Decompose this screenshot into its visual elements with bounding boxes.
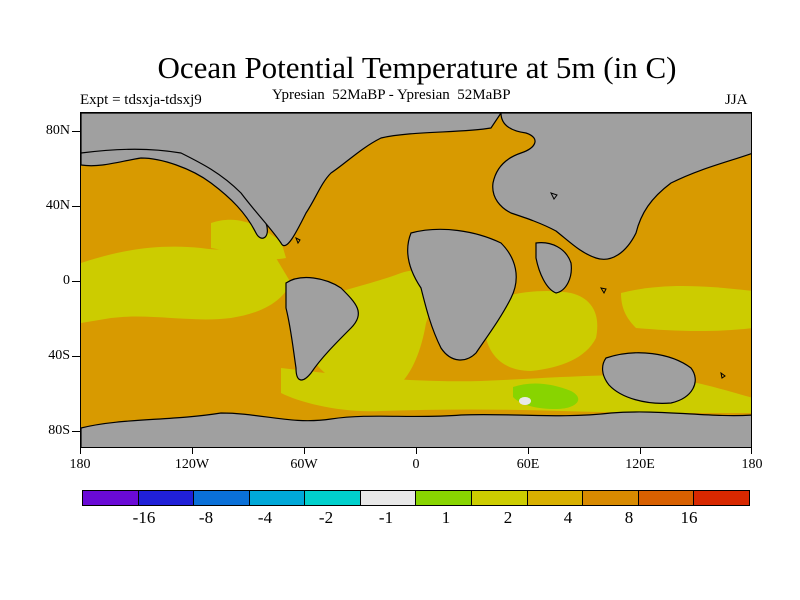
x-tick-label: 0: [412, 457, 420, 472]
colorbar-cell: [527, 491, 584, 505]
ocean-yellow-pacific-east: [211, 219, 286, 260]
colorbar-cell: [583, 491, 639, 505]
colorbar-label: -1: [378, 508, 394, 527]
x-tick-label: 60E: [516, 457, 540, 472]
colorbar-cell: [360, 491, 417, 505]
land-south-america: [285, 276, 359, 381]
x-tick-label: 120E: [625, 457, 655, 472]
x-tick-label: 180: [741, 457, 763, 472]
x-tickmark: [416, 448, 417, 454]
y-tickmark: [72, 431, 80, 432]
colorbar-label: 2: [503, 508, 513, 527]
x-tickmark: [80, 448, 81, 454]
colorbar-label: 4: [563, 508, 573, 527]
x-tickmark: [304, 448, 305, 454]
land-india: [535, 242, 572, 294]
land-eurasia: [492, 113, 751, 260]
colorbar-label: 1: [441, 508, 451, 527]
chart-title: Ocean Potential Temperature at 5m (in C): [157, 50, 677, 85]
colorbar-label: -16: [132, 508, 156, 527]
map-plot-area: [80, 112, 752, 448]
colorbar-cell: [638, 491, 695, 505]
y-tick-label: 0: [63, 273, 70, 288]
y-tick-label: 40N: [45, 198, 70, 213]
ocean-white-patch: [519, 397, 531, 405]
land-antarctica: [81, 411, 751, 447]
x-tick-label: 60W: [290, 457, 318, 472]
y-tickmark: [72, 356, 80, 357]
land-australia: [602, 352, 696, 404]
ocean-yellow-pacific: [81, 246, 291, 323]
y-tick-label: 40S: [48, 348, 70, 363]
y-tickmark: [72, 281, 80, 282]
colorbar-cell: [138, 491, 195, 505]
colorbar-cell: [416, 491, 473, 505]
colorbar-label: -2: [318, 508, 334, 527]
land-masses: [81, 113, 751, 447]
land-africa: [407, 228, 517, 361]
colorbar-label: 16: [680, 508, 698, 527]
x-tickmark: [751, 448, 752, 454]
x-tickmark: [640, 448, 641, 454]
ocean-yellow-west-pacific: [621, 286, 751, 332]
colorbar-label: 8: [624, 508, 634, 527]
colorbar-cell: [249, 491, 306, 505]
colorbar-cell: [194, 491, 250, 505]
ocean-yellow-indian: [481, 291, 598, 371]
colorbar-cell: [305, 491, 361, 505]
x-tickmark: [528, 448, 529, 454]
experiment-label: Expt = tdsxja-tdsxj9: [80, 92, 202, 108]
chart-subtitle: Ypresian 52MaBP - Ypresian 52MaBP: [272, 87, 511, 103]
x-tick-label: 120W: [174, 457, 210, 472]
colorbar-label: -4: [257, 508, 273, 527]
x-tickmark: [192, 448, 193, 454]
world-map-svg: [81, 113, 751, 447]
y-tick-label: 80N: [45, 123, 70, 138]
colorbar: [82, 490, 750, 506]
colorbar-label: -8: [198, 508, 214, 527]
y-tickmark: [72, 206, 80, 207]
colorbar-cell: [472, 491, 528, 505]
land-north-america-main: [81, 113, 502, 247]
colorbar-cell: [694, 491, 749, 505]
y-tick-label: 80S: [48, 423, 70, 438]
x-tick-label: 180: [69, 457, 91, 472]
island-specks: [295, 192, 726, 379]
y-tickmark: [72, 131, 80, 132]
colorbar-cell: [83, 491, 139, 505]
season-label: JJA: [725, 92, 748, 108]
